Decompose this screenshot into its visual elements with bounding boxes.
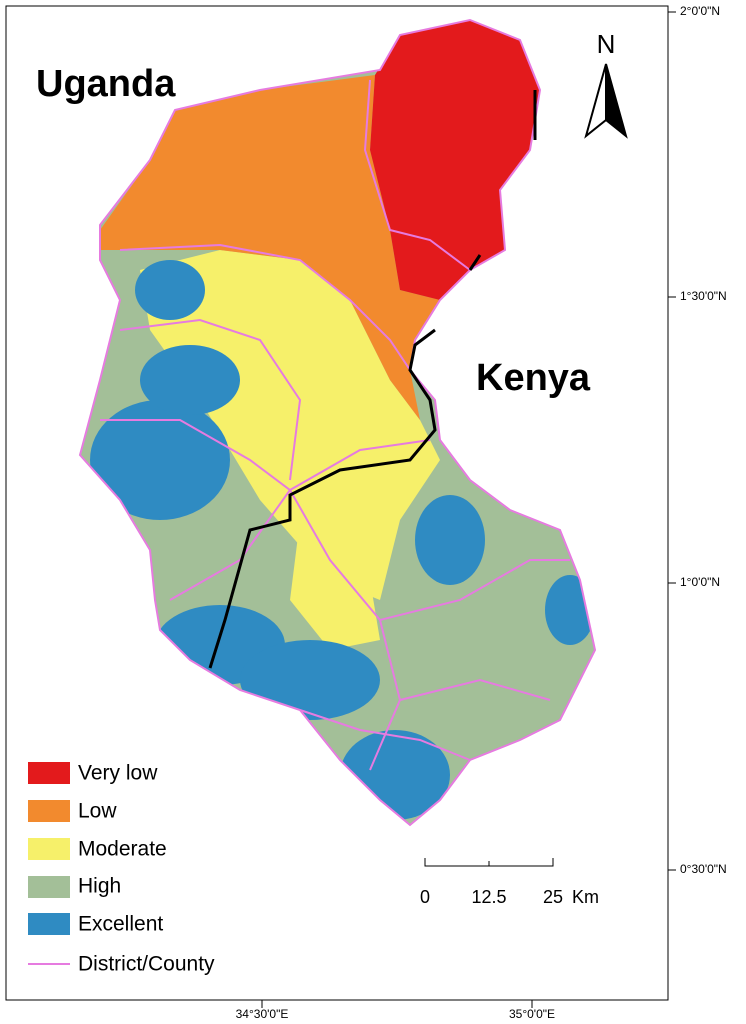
longitude-label: 34°30'0"E <box>236 1007 289 1021</box>
legend-swatch <box>28 838 70 860</box>
latitude-label: 1°30'0"N <box>680 289 727 303</box>
latitude-label: 0°30'0"N <box>680 862 727 876</box>
coordinate-ticks <box>261 11 676 1008</box>
longitude-label: 35°0'0"E <box>509 1007 555 1021</box>
latitude-label: 2°0'0"N <box>680 4 720 18</box>
legend-label: Moderate <box>78 838 167 861</box>
legend-swatch <box>28 762 70 784</box>
north-label: N <box>597 29 616 59</box>
scale-label: 0 <box>420 887 430 907</box>
country-label: Kenya <box>476 357 591 399</box>
north-arrow <box>584 63 607 139</box>
scale-label: 12.5 <box>471 887 506 907</box>
legend-swatch <box>28 800 70 822</box>
scale-label: Km <box>572 887 599 907</box>
legend-label: High <box>78 875 121 898</box>
legend-label: Very low <box>78 762 158 785</box>
legend-label: Excellent <box>78 913 163 936</box>
international-border <box>208 90 537 669</box>
latitude-label: 1°0'0"N <box>680 575 720 589</box>
map-frame <box>5 5 669 1001</box>
district-boundaries <box>78 18 597 827</box>
legend-swatch <box>28 876 70 898</box>
legend-swatch <box>28 913 70 935</box>
country-label: Uganda <box>36 63 176 105</box>
legend-label: Low <box>78 800 117 823</box>
legend: Very low Low Moderate High Excellent Dis… <box>28 762 215 976</box>
scale-label: 25 <box>543 887 563 907</box>
legend-label: District/County <box>78 953 215 976</box>
north-arrow <box>605 63 628 139</box>
